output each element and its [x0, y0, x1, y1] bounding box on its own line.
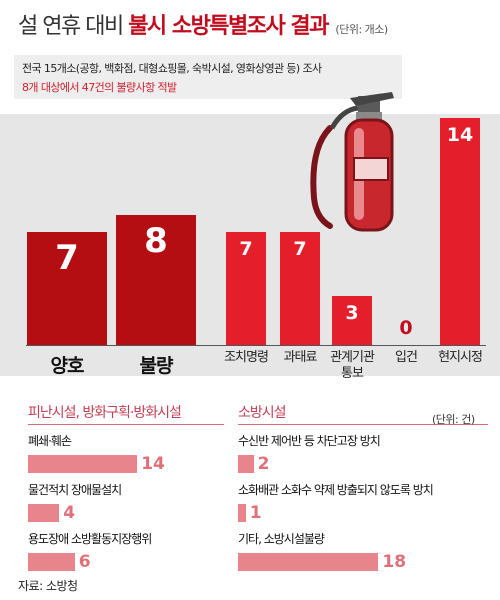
item-bar-damage: [28, 455, 138, 473]
item-value-obstacle: 4: [63, 503, 76, 523]
section-evacuation-heading: 피난시설, 방화구획·방화시설: [28, 405, 182, 421]
bar-agency-notice: [332, 296, 372, 345]
item-bar-discharge: [238, 504, 246, 522]
fire-extinguisher-icon: [310, 92, 394, 232]
label-agency-notice: 관계기관 통보: [330, 350, 375, 381]
section-fire-facility-divider: [238, 424, 488, 425]
item-value-discharge: 1: [249, 503, 262, 523]
item-bar-other: [238, 553, 379, 571]
title-unit: (단위: 개소): [335, 23, 388, 36]
section-fire-facility-unit: (단위: 건): [432, 413, 475, 426]
item-label-panel-fault: 수신반 제어반 등 차단고장 방치: [238, 434, 381, 448]
bar-good: [27, 231, 107, 345]
bar-onsite-fix: [440, 118, 480, 345]
section-fire-facility-heading: 소방시설: [238, 405, 287, 421]
survey-scope: 전국 15개소(공항, 백화점, 대형쇼핑몰, 숙박시설, 영화상영관 등) 조…: [22, 62, 322, 75]
bar-fine: [280, 231, 320, 345]
item-label-obstacle: 물건적치 장애물설치: [28, 483, 122, 497]
chart-title: 설 연휴 대비 불시 소방특별조사 결과 (단위: 개소): [18, 8, 388, 40]
label-booking: 입건: [395, 350, 418, 365]
section-evacuation-divider: [28, 424, 224, 425]
item-value-panel-fault: 2: [257, 454, 270, 474]
bar-bad: [116, 215, 196, 345]
item-label-other: 기타, 소방시설불량: [238, 532, 325, 546]
value-bad: 8: [144, 221, 168, 262]
source-note: 자료: 소방청: [18, 579, 78, 593]
label-fine: 과태료: [283, 350, 318, 365]
label-onsite-fix: 현지시정: [438, 350, 483, 365]
value-onsite-fix: 14: [446, 124, 474, 147]
item-value-hindrance: 6: [78, 552, 91, 572]
value-agency-notice: 3: [345, 302, 359, 325]
title-bold: 불시 소방특별조사 결과: [128, 14, 329, 39]
label-good: 양호: [50, 355, 85, 377]
item-bar-obstacle: [28, 504, 60, 522]
label-action-order: 조치명령: [224, 350, 269, 365]
label-bad: 불량: [139, 355, 174, 377]
survey-info-box: 전국 15개소(공항, 백화점, 대형쇼핑몰, 숙박시설, 영화상영관 등) 조…: [14, 55, 402, 99]
bar-baseline: [26, 345, 486, 346]
bar-action-order: [226, 231, 266, 345]
item-label-damage: 폐쇄·훼손: [28, 434, 72, 448]
value-action-order: 7: [239, 237, 253, 260]
value-booking: 0: [399, 317, 413, 339]
value-fine: 7: [293, 237, 307, 260]
item-bar-hindrance: [28, 553, 75, 571]
item-value-damage: 14: [141, 454, 165, 474]
value-good: 7: [55, 237, 79, 278]
title-light: 설 연휴 대비: [18, 14, 124, 39]
item-label-hindrance: 용도장애 소방활동지장행위: [28, 532, 152, 546]
item-bar-panel-fault: [238, 455, 254, 473]
item-value-other: 18: [382, 552, 407, 572]
survey-result: 8개 대상에서 47건의 불량사항 적발: [22, 81, 177, 94]
item-label-discharge: 소화배관 소화수 약제 방출되지 않도록 방치: [238, 483, 434, 497]
